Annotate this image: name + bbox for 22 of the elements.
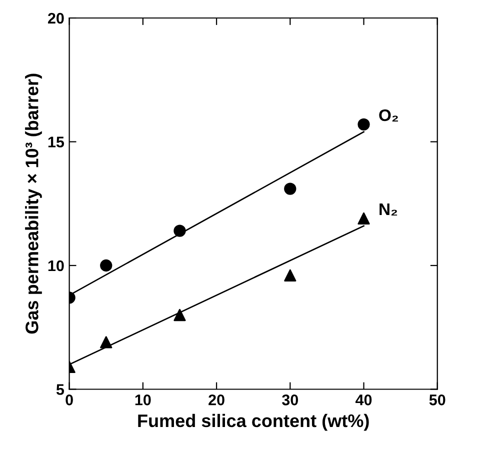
series-label: O₂	[379, 109, 398, 122]
point	[284, 269, 296, 282]
x-tick-label: 50	[429, 394, 446, 406]
point	[174, 224, 186, 237]
point	[358, 212, 370, 225]
y-axis-title: Gas permeability × 10³ (barrer)	[25, 74, 42, 334]
y-tick-label: 20	[48, 12, 64, 24]
x-tick-label: 30	[282, 394, 298, 406]
series-label: N₂	[380, 204, 398, 216]
point	[358, 118, 370, 130]
point	[100, 259, 112, 272]
point	[174, 308, 186, 322]
x-tick-label: 0	[66, 394, 73, 406]
y-tick-label: 5	[56, 384, 64, 395]
y-tick-label: 10	[48, 260, 64, 272]
x-tick-label: 10	[135, 394, 151, 406]
x-tick-label: 40	[355, 394, 372, 406]
x-axis-title: Fumed silica content (wt%)	[138, 414, 369, 431]
point	[284, 182, 296, 195]
y-tick-label: 15	[48, 136, 64, 148]
x-tick-label: 20	[208, 394, 224, 406]
point	[100, 336, 112, 348]
